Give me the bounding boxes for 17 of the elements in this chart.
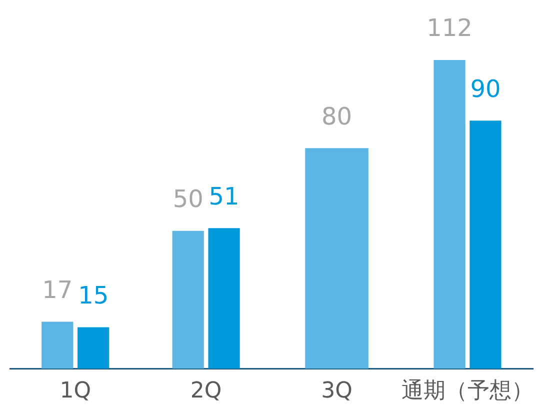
- x-tick-label: 3Q: [321, 378, 352, 404]
- data-label: 50: [172, 185, 204, 214]
- data-label: 15: [78, 282, 109, 310]
- data-label: 51: [208, 182, 240, 210]
- x-tick-label: 通期（予想）: [402, 378, 534, 404]
- x-tick-label: 1Q: [60, 378, 92, 404]
- bar: [434, 60, 466, 369]
- bar: [78, 327, 110, 369]
- bar: [208, 228, 240, 369]
- bar: [470, 120, 502, 369]
- data-label: 80: [322, 102, 352, 130]
- bar: [42, 322, 74, 369]
- x-tick-label: 2Q: [190, 378, 222, 404]
- data-label: 90: [470, 74, 501, 103]
- data-label: 112: [426, 14, 472, 42]
- data-label: 17: [42, 276, 73, 304]
- bar: [172, 230, 204, 369]
